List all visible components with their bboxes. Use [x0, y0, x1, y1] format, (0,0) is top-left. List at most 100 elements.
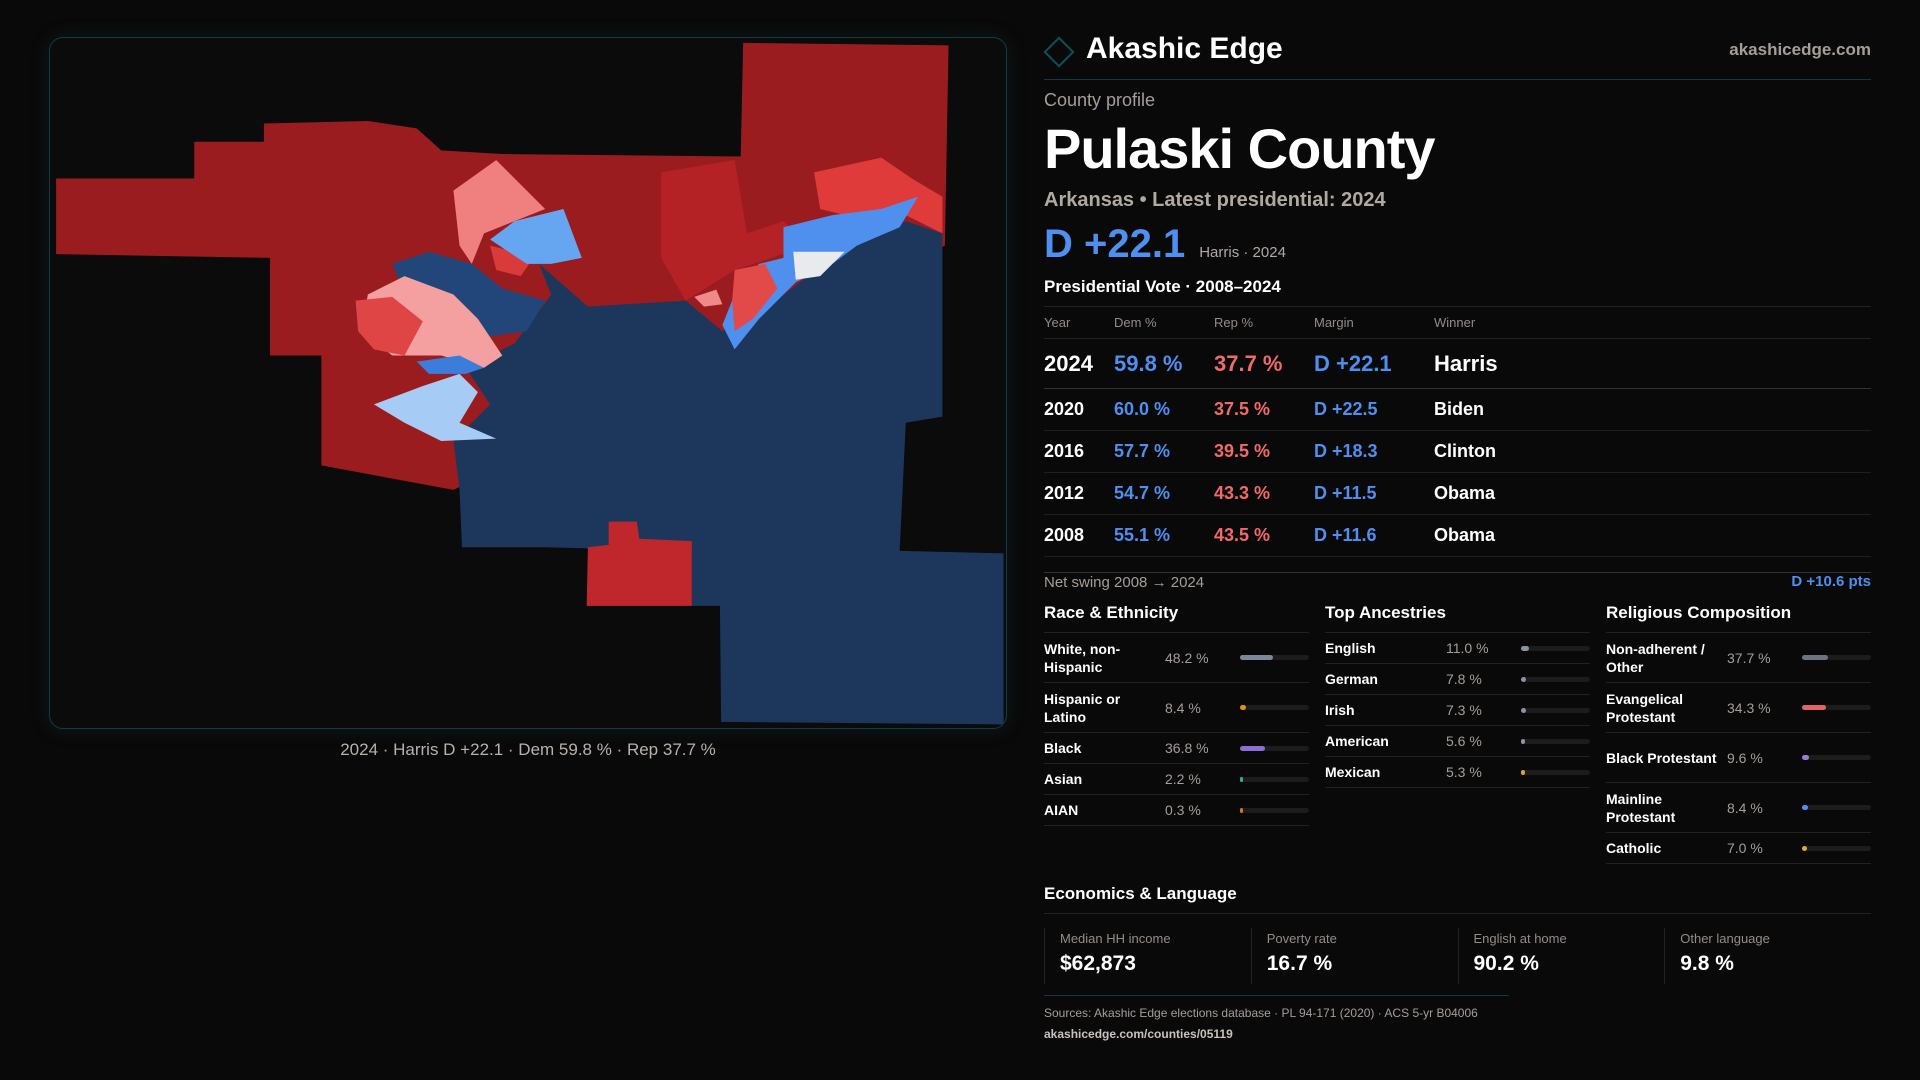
precinct-region-rep-south[interactable] [586, 521, 692, 606]
demographic-group: Race & Ethnicity White, non-Hispanic 48.2 … [1044, 601, 1309, 864]
table-row: 2008 55.1 % 43.5 % D +11.6 Obama [1044, 514, 1871, 557]
bar-track [1240, 705, 1309, 710]
precinct-region-rep-mid[interactable] [661, 160, 808, 301]
page-kicker: County profile [1044, 90, 1156, 110]
winner-cell: Obama [1434, 472, 1871, 515]
row-label: AIAN [1044, 802, 1079, 818]
precinct-region-rep-east-small[interactable] [732, 263, 778, 332]
row-value: 7.0 % [1727, 840, 1763, 856]
column-header: Year [1044, 306, 1114, 339]
precinct-map[interactable] [50, 38, 1006, 728]
demographic-row: Irish 7.3 % [1325, 695, 1590, 726]
precinct-region-dem-strong-west[interactable] [392, 251, 546, 338]
demographics-columns: Race & Ethnicity White, non-Hispanic 48.2 … [1044, 601, 1871, 864]
row-value: 0.3 % [1165, 802, 1201, 818]
demographic-row: Black 36.8 % [1044, 733, 1309, 764]
stat-label: Other language [1680, 931, 1770, 946]
brand[interactable]: Akashic Edge [1043, 32, 1283, 68]
demographic-row: Non-adherent / Other 37.7 % [1606, 633, 1871, 683]
row-value: 5.6 % [1446, 733, 1482, 749]
table-row: 2012 54.7 % 43.3 % D +11.5 Obama [1044, 472, 1871, 515]
row-value: 9.6 % [1727, 749, 1763, 766]
demographic-row: Black Protestant 9.6 % [1606, 733, 1871, 783]
votes-section-title: Presidential Vote · 2008–2024 [1044, 277, 1281, 296]
bar-track [1802, 755, 1871, 760]
row-label: German [1325, 671, 1378, 687]
stat-card: English at home 90.2 % [1457, 928, 1665, 984]
year-cell: 2012 [1044, 472, 1114, 515]
site-url-link[interactable]: akashicedge.com [1729, 40, 1871, 59]
row-value: 8.4 % [1727, 799, 1763, 816]
margin-cell: D +22.1 [1314, 338, 1434, 389]
precinct-region-rep-mid-west[interactable] [355, 296, 423, 356]
bar-track [1521, 738, 1590, 744]
group-title: Top Ancestries [1325, 601, 1590, 633]
precinct-region-dem-mid[interactable] [416, 355, 484, 374]
winner-cell: Biden [1434, 388, 1871, 431]
year-cell: 2008 [1044, 514, 1114, 557]
bar-track [1802, 805, 1871, 810]
stat-value: 90.2 % [1473, 952, 1539, 975]
row-value: 36.8 % [1165, 740, 1209, 756]
precinct-region-tossup[interactable] [793, 251, 845, 280]
winner-cell: Harris [1434, 338, 1871, 389]
demographic-row: American 5.6 % [1325, 726, 1590, 757]
row-label: Black [1044, 740, 1082, 756]
dem-pct-cell: 54.7 % [1114, 472, 1214, 515]
economics-section-title: Economics & Language [1044, 884, 1237, 903]
precinct-region-dem-lean[interactable] [490, 208, 582, 264]
precinct-region-dem-weak[interactable] [373, 373, 497, 442]
precinct-region-dem-strong[interactable] [453, 221, 1004, 725]
stat-card: Poverty rate 16.7 % [1250, 928, 1458, 984]
row-label: Non-adherent / Other [1606, 640, 1705, 675]
bar-fill [1240, 655, 1274, 660]
bar-fill [1240, 807, 1243, 813]
row-value: 11.0 % [1446, 640, 1489, 656]
rep-pct-cell: 43.3 % [1214, 472, 1314, 515]
bar-track [1802, 655, 1871, 660]
dem-pct-cell: 57.7 % [1114, 430, 1214, 473]
bar-track [1521, 769, 1590, 775]
precinct-region-rep-lean-east[interactable] [694, 289, 723, 307]
row-value: 48.2 % [1165, 649, 1209, 666]
column-header: Winner [1434, 306, 1871, 339]
bar-fill [1521, 676, 1527, 682]
row-label: Evangelical Protestant [1606, 690, 1684, 725]
net-swing: Net swing 2008 → 2024 D +10.6 pts [1044, 572, 1871, 591]
stat-card: Median HH income $62,873 [1044, 928, 1251, 984]
divider [1044, 913, 1871, 914]
net-swing-value: D +10.6 pts [1791, 573, 1871, 590]
county-url-link[interactable]: akashicedge.com/counties/05119 [1044, 1027, 1233, 1041]
latest-margin: D +22.1 Harris · 2024 [1044, 222, 1286, 267]
bar-fill [1802, 705, 1826, 710]
precinct-region-rep-lean[interactable] [453, 160, 546, 264]
bar-track [1521, 707, 1590, 713]
bar-fill [1521, 707, 1527, 713]
presidential-vote-table: Year Dem % Rep % Margin Winner 2024 59.8 % 37.… [1044, 306, 1871, 557]
bar-fill [1802, 845, 1807, 851]
county-map-panel[interactable] [49, 37, 1007, 729]
row-value: 7.3 % [1446, 702, 1482, 718]
diamond-logo-icon [1043, 36, 1075, 68]
column-header: Margin [1314, 306, 1434, 339]
column-header: Dem % [1114, 306, 1214, 339]
row-value: 34.3 % [1727, 699, 1771, 716]
row-label: American [1325, 733, 1389, 749]
precinct-region-rep-mid-center[interactable] [490, 245, 530, 277]
margin-value: D +22.1 [1044, 222, 1186, 266]
precinct-region-dem-east[interactable] [722, 196, 918, 350]
demographic-row: Mexican 5.3 % [1325, 757, 1590, 788]
demographic-row: Mainline Protestant 8.4 % [1606, 783, 1871, 833]
bar-track [1240, 776, 1309, 782]
divider [1044, 995, 1509, 996]
column-header: Rep % [1214, 306, 1314, 339]
margin-cell: D +18.3 [1314, 430, 1434, 473]
bar-fill [1240, 745, 1266, 751]
margin-note: Harris · 2024 [1199, 244, 1286, 261]
bar-track [1802, 705, 1871, 710]
bar-fill [1802, 755, 1809, 760]
stat-label: English at home [1473, 931, 1567, 946]
margin-cell: D +11.5 [1314, 472, 1434, 515]
bar-fill [1802, 805, 1808, 810]
page-title: Pulaski County [1044, 117, 1436, 180]
